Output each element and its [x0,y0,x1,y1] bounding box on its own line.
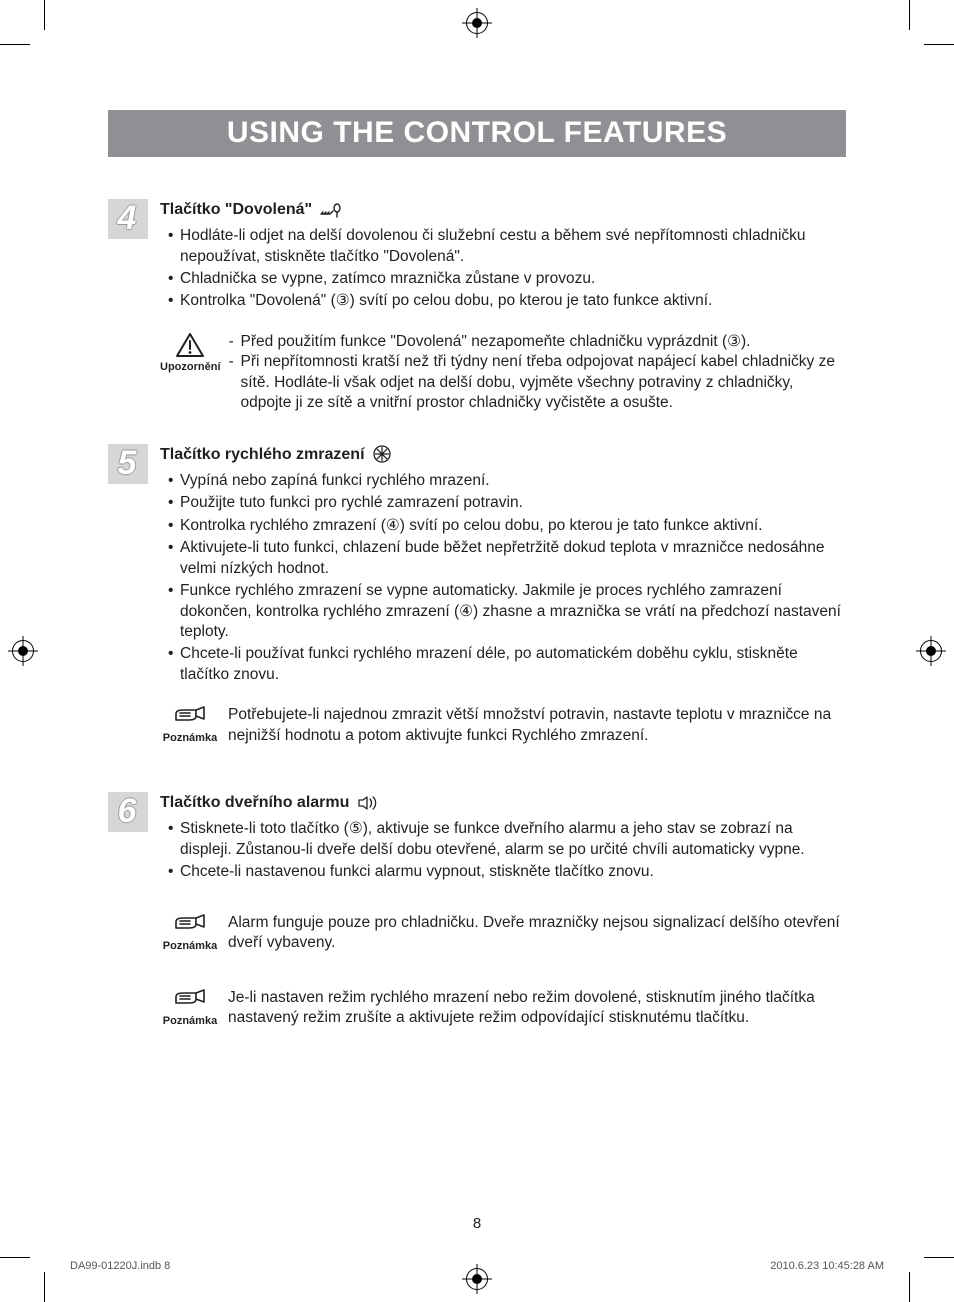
bullet-item: Stisknete-li toto tlačítko (⑤), aktivuje… [168,819,846,860]
section-number: 6 [118,794,137,828]
bullet-item: Kontrolka rychlého zmrazení (④) svítí po… [168,516,846,536]
section-number-badge: 6 [108,792,152,1028]
callout-label: Poznámka [160,939,220,954]
freeze-icon [373,445,391,463]
note-icon [172,988,208,1012]
warning-icon [175,332,205,358]
dash-item: Před použitím funkce "Dovolená" nezapome… [229,332,847,352]
bullet-item: Aktivujete-li tuto funkci, chlazení bude… [168,538,846,579]
note-icon [172,913,208,937]
bullet-item: Použijte tuto funkci pro rychlé zamrazen… [168,493,846,513]
page-title: USING THE CONTROL FEATURES [108,110,846,157]
section-number: 4 [118,201,137,235]
callout-label: Poznámka [160,731,220,746]
footer-right: 2010.6.23 10:45:28 AM [770,1260,884,1272]
section-5: 5 Tlačítko rychlého zmrazení [108,444,846,747]
crop-mark [44,1272,45,1302]
warning-callout: Upozornění Před použitím funkce "Dovolen… [160,332,846,414]
callout-label: Poznámka [160,1014,220,1029]
section-number: 5 [118,446,137,480]
registration-mark-icon [466,1268,488,1290]
section-number-badge: 5 [108,444,152,747]
section-number-badge: 4 [108,199,152,414]
crop-mark [924,44,954,45]
bullet-item: Hodláte-li odjet na delší dovolenou či s… [168,226,846,267]
section-heading: Tlačítko dveřního alarmu [160,792,349,813]
bullet-list: Stisknete-li toto tlačítko (⑤), aktivuje… [168,819,846,882]
crop-mark [909,0,910,30]
bullet-item: Funkce rychlého zmrazení se vypne automa… [168,581,846,642]
manual-page: USING THE CONTROL FEATURES 4 Tlačítko "D… [0,0,954,1302]
alarm-icon [357,795,379,811]
page-content: USING THE CONTROL FEATURES 4 Tlačítko "D… [108,110,846,1029]
crop-mark [909,1272,910,1302]
crop-mark [0,44,30,45]
bullet-list: Vypíná nebo zapíná funkci rychlého mraze… [168,471,846,686]
note-callout: Poznámka Je-li nastaven režim rychlého m… [160,988,846,1029]
section-heading: Tlačítko rychlého zmrazení [160,444,365,465]
crop-mark [44,0,45,30]
callout-text: Alarm funguje pouze pro chladničku. Dveř… [228,913,846,954]
section-4: 4 Tlačítko "Dovolená" [108,199,846,414]
callout-label: Upozornění [160,360,221,375]
registration-mark-icon [920,640,942,662]
dash-list: Před použitím funkce "Dovolená" nezapome… [229,332,847,414]
bullet-item: Chladnička se vypne, zatímco mraznička z… [168,269,846,289]
note-callout: Poznámka Potřebujete-li najednou zmrazit… [160,705,846,746]
note-icon [172,705,208,729]
bullet-item: Kontrolka "Dovolená" (③) svítí po celou … [168,291,846,311]
crop-mark [924,1257,954,1258]
note-callout: Poznámka Alarm funguje pouze pro chladni… [160,913,846,954]
bullet-item: Chcete-li používat funkci rychlého mraze… [168,644,846,685]
section-6: 6 Tlačítko dveřního alarmu [108,792,846,1028]
bullet-item: Chcete-li nastavenou funkci alarmu vypno… [168,862,846,882]
callout-text: Potřebujete-li najednou zmrazit větší mn… [228,705,846,746]
bullet-item: Vypíná nebo zapíná funkci rychlého mraze… [168,471,846,491]
registration-mark-icon [12,640,34,662]
section-heading: Tlačítko "Dovolená" [160,199,312,220]
callout-text: Je-li nastaven režim rychlého mrazení ne… [228,988,846,1029]
crop-mark [0,1257,30,1258]
registration-mark-icon [466,12,488,34]
footer-left: DA99-01220J.indb 8 [70,1260,170,1272]
vacation-icon [320,202,342,218]
dash-item: Při nepřítomnosti kratší než tři týdny n… [229,352,847,413]
bullet-list: Hodláte-li odjet na delší dovolenou či s… [168,226,846,312]
page-number: 8 [0,1215,954,1232]
